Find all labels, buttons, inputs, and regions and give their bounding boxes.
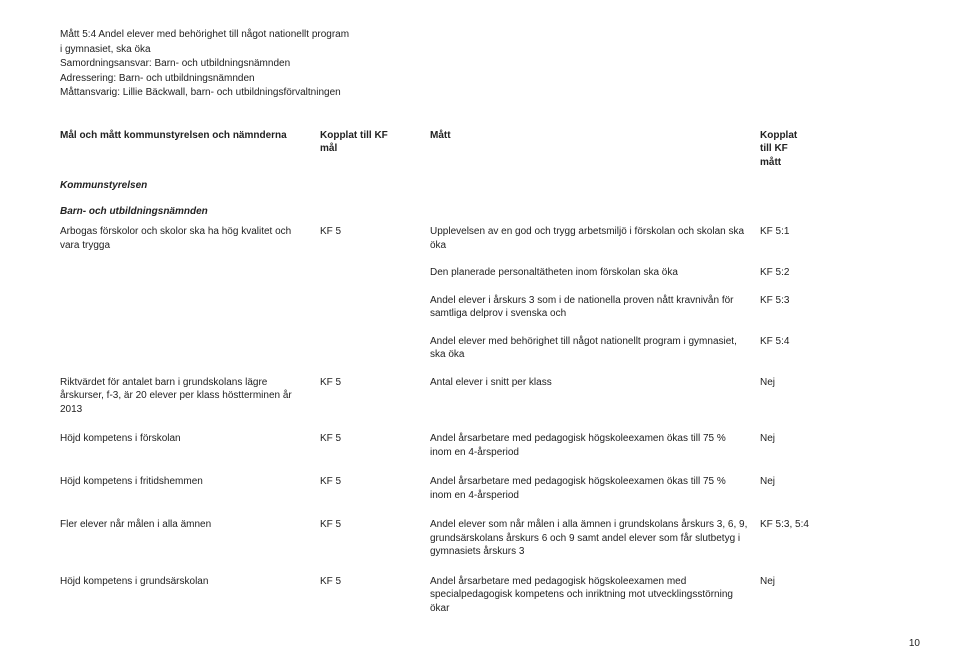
col-header-text: Kopplat <box>760 130 797 141</box>
kf-measure: Nej <box>760 422 880 465</box>
header-line: Mått 5:4 Andel elever med behörighet til… <box>60 28 440 42</box>
page: Mått 5:4 Andel elever med behörighet til… <box>0 0 960 670</box>
kf-measure: Nej <box>760 465 880 508</box>
col-header-text: Kopplat till KF <box>320 130 388 141</box>
measure-text: Andel elever med behörighet till något n… <box>430 327 750 368</box>
kf-measure: KF 5:3, 5:4 <box>760 508 880 565</box>
col-header-measure: Mått <box>430 128 750 176</box>
kf-goal: KF 5 <box>320 224 420 258</box>
goal-text <box>60 286 310 327</box>
measure-text: Antal elever i snitt per klass <box>430 368 750 423</box>
measure-text: Upplevelsen av en god och trygg arbetsmi… <box>430 224 750 258</box>
kf-goal: KF 5 <box>320 368 420 423</box>
kf-measure: KF 5:2 <box>760 258 880 286</box>
col-header-goals: Mål och mått kommunstyrelsen och nämnder… <box>60 128 310 176</box>
measure-text: Andel årsarbetare med pedagogisk högskol… <box>430 565 750 622</box>
goals-table: Mål och mått kommunstyrelsen och nämnder… <box>60 128 920 622</box>
subheader-kommunstyrelsen: Kommunstyrelsen <box>60 175 880 199</box>
header-line: Adressering: Barn- och utbildningsnämnde… <box>60 72 440 86</box>
kf-goal: KF 5 <box>320 422 420 465</box>
col-header-text: mått <box>760 157 781 168</box>
goal-text: Arbogas förskolor och skolor ska ha hög … <box>60 224 310 258</box>
measure-text: Andel årsarbetare med pedagogisk högskol… <box>430 422 750 465</box>
kf-measure: KF 5:4 <box>760 327 880 368</box>
goal-text: Höjd kompetens i grundsärskolan <box>60 565 310 622</box>
kf-measure: Nej <box>760 368 880 423</box>
goal-text <box>60 258 310 286</box>
kf-goal: KF 5 <box>320 465 420 508</box>
document-header: Mått 5:4 Andel elever med behörighet til… <box>60 28 440 100</box>
kf-goal: KF 5 <box>320 565 420 622</box>
col-header-text: till KF <box>760 143 788 154</box>
page-number: 10 <box>909 637 920 651</box>
goal-text: Höjd kompetens i förskolan <box>60 422 310 465</box>
measure-text: Andel årsarbetare med pedagogisk högskol… <box>430 465 750 508</box>
kf-measure: KF 5:3 <box>760 286 880 327</box>
goal-text: Riktvärdet för antalet barn i grundskola… <box>60 368 310 423</box>
kf-goal <box>320 286 420 327</box>
goal-text: Höjd kompetens i fritidshemmen <box>60 465 310 508</box>
kf-measure: Nej <box>760 565 880 622</box>
header-line: i gymnasiet, ska öka <box>60 43 440 57</box>
measure-text: Den planerade personaltätheten inom förs… <box>430 258 750 286</box>
header-line: Måttansvarig: Lillie Bäckwall, barn- och… <box>60 86 440 100</box>
subheader-barn-utbildning: Barn- och utbildningsnämnden <box>60 199 880 225</box>
header-line: Samordningsansvar: Barn- och utbildnings… <box>60 57 440 71</box>
col-header-kf-measure: Kopplat till KF mått <box>760 128 880 176</box>
goal-text: Fler elever når målen i alla ämnen <box>60 508 310 565</box>
measure-text: Andel elever som når målen i alla ämnen … <box>430 508 750 565</box>
kf-goal: KF 5 <box>320 508 420 565</box>
goal-text <box>60 327 310 368</box>
col-header-kf-goal: Kopplat till KF mål <box>320 128 420 176</box>
measure-text: Andel elever i årskurs 3 som i de nation… <box>430 286 750 327</box>
kf-goal <box>320 327 420 368</box>
kf-measure: KF 5:1 <box>760 224 880 258</box>
col-header-text: mål <box>320 143 337 154</box>
kf-goal <box>320 258 420 286</box>
